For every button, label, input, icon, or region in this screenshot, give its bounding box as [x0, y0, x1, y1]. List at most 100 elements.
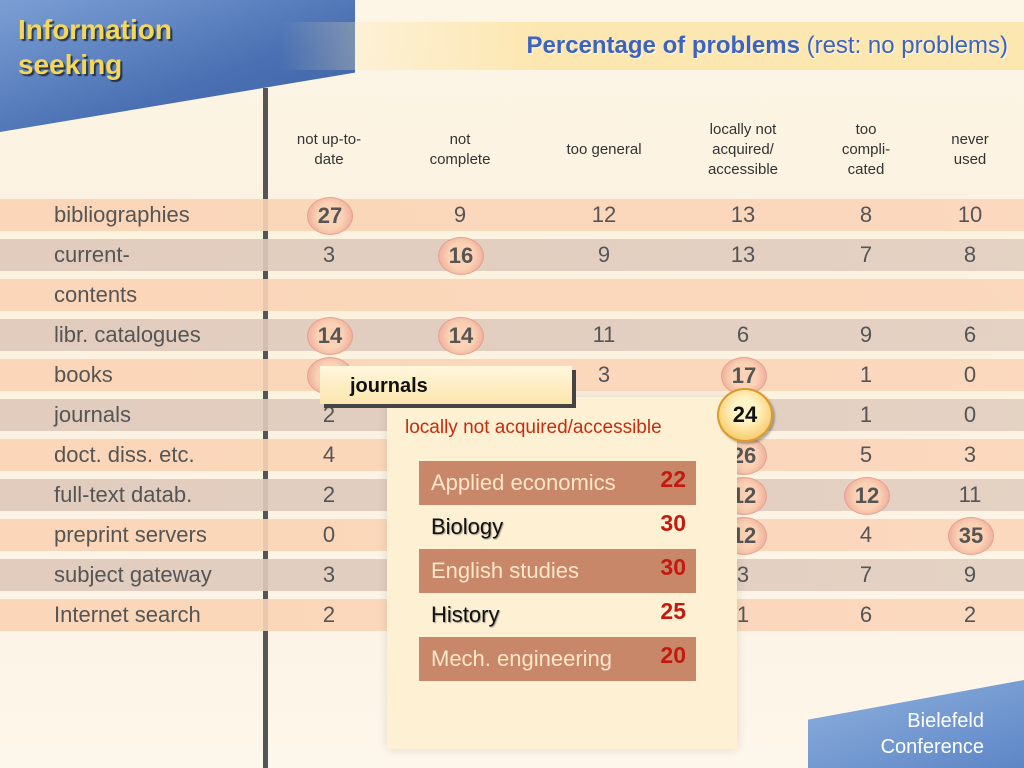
- subtitle-bold: Percentage of problems: [526, 32, 800, 59]
- popup-item-value: 22: [660, 466, 686, 492]
- highlighted-cell: 35: [948, 517, 994, 555]
- table-subtitle: Percentage of problems (rest: no problem…: [527, 32, 1009, 60]
- column-header: not up-to-date: [274, 130, 384, 170]
- column-header-line: complete: [429, 151, 491, 168]
- column-header-line: cated: [847, 161, 885, 178]
- table-cell: 1: [859, 402, 873, 427]
- popup-item-value: 30: [660, 510, 686, 536]
- table-cell: 6: [859, 602, 873, 627]
- table-cell: 11: [592, 322, 616, 347]
- table-cell: 2: [322, 402, 336, 427]
- popup-item: Applied economics 22: [419, 461, 696, 505]
- popup-item-value: 20: [660, 642, 686, 668]
- popup-item-label: Biology: [431, 514, 504, 539]
- table-cell: 2: [322, 482, 336, 507]
- table-cell: 8: [963, 242, 977, 267]
- column-header-line: not: [449, 131, 471, 148]
- column-header-line: compli-: [841, 141, 891, 158]
- row-label: Internet search: [54, 602, 201, 627]
- table-cell: 4: [859, 522, 873, 547]
- logo-line-2: Conference: [880, 736, 984, 758]
- popup-item: History 25: [419, 593, 696, 637]
- popup-item-value: 30: [660, 554, 686, 580]
- row-label: current-: [54, 242, 130, 267]
- value-badge: 24: [717, 388, 773, 442]
- table-cell: 9: [453, 202, 467, 227]
- row-label: full-text datab.: [54, 482, 193, 507]
- column-header-line: never: [951, 131, 989, 148]
- header-strip: [280, 22, 1024, 70]
- column-header: too compli-cated: [821, 120, 911, 180]
- table-cell: 9: [859, 322, 873, 347]
- column-header: not complete: [410, 130, 510, 170]
- row-label: books: [54, 362, 113, 387]
- table-cell: 0: [963, 402, 977, 427]
- table-cell: 8: [859, 202, 873, 227]
- table-cell: 7: [859, 562, 873, 587]
- popup-item-label: English studies: [431, 558, 579, 583]
- column-header-line: acquired/: [712, 141, 774, 158]
- page-title: Information seeking: [18, 14, 172, 80]
- highlighted-cell: 27: [307, 197, 353, 235]
- subtitle-rest: (rest: no problems): [806, 32, 1008, 59]
- column-header: locally not acquired/accessible: [688, 120, 798, 180]
- table-cell: 3: [322, 242, 336, 267]
- cell-value: 14: [448, 323, 474, 348]
- table-cell: 7: [859, 242, 873, 267]
- popup-item-label: Mech. engineering: [431, 646, 613, 671]
- table-row: [0, 199, 1024, 231]
- table-cell: 13: [730, 202, 756, 227]
- column-header-line: too: [855, 121, 877, 138]
- column-header-line: too general: [566, 141, 642, 158]
- column-header-line: used: [953, 151, 987, 168]
- logo-line-1: Bielefeld: [907, 710, 984, 732]
- table-cell: 0: [963, 362, 977, 387]
- highlighted-cell: 14: [307, 317, 353, 355]
- popup-item-value: 25: [660, 598, 686, 624]
- table-cell: 13: [730, 242, 756, 267]
- table-cell: 9: [963, 562, 977, 587]
- highlighted-cell: 16: [438, 237, 484, 275]
- cell-value: 17: [731, 363, 757, 388]
- cell-value: 12: [854, 483, 880, 508]
- table-cell: 3: [963, 442, 977, 467]
- table-cell: 12: [591, 202, 617, 227]
- highlighted-cell: 14: [438, 317, 484, 355]
- popup-tab: journals: [320, 366, 572, 404]
- table-cell: 3: [736, 562, 750, 587]
- row-label: doct. diss. etc.: [54, 442, 195, 467]
- row-label: libr. catalogues: [54, 322, 201, 347]
- column-header-line: locally not: [709, 121, 777, 138]
- cell-value: 27: [317, 203, 343, 228]
- row-label: subject gateway: [54, 562, 212, 587]
- table-cell: 11: [958, 482, 982, 507]
- column-header-line: date: [314, 151, 344, 168]
- row-label: preprint servers: [54, 522, 207, 547]
- table-cell: 2: [322, 602, 336, 627]
- cell-value: 35: [958, 523, 984, 548]
- table-cell: 9: [597, 242, 611, 267]
- popup-item: Biology 30: [419, 505, 696, 549]
- table-cell: 1: [736, 602, 750, 627]
- table-cell: 3: [597, 362, 611, 387]
- popup-item-label: Applied economics: [431, 470, 616, 495]
- table-row: [0, 319, 1024, 351]
- column-header: too general: [549, 140, 659, 160]
- popup-item: Mech. engineering 20: [419, 637, 696, 681]
- popup-tab-label: journals: [350, 375, 428, 397]
- row-label: contents: [54, 282, 138, 307]
- table-cell: 1: [859, 362, 873, 387]
- table-cell: 6: [963, 322, 977, 347]
- table-cell: 4: [322, 442, 336, 467]
- table-cell: 3: [322, 562, 336, 587]
- table-row: [0, 279, 1024, 311]
- popup-item: English studies 30: [419, 549, 696, 593]
- column-header: never used: [930, 130, 1010, 170]
- table-cell: 0: [322, 522, 336, 547]
- popup-subtitle: locally not acquired/accessible: [405, 417, 662, 438]
- cell-value: 16: [448, 243, 474, 268]
- column-header-line: not up-to-: [296, 131, 362, 148]
- popup-item-label: History: [431, 602, 500, 627]
- highlighted-cell: 12: [844, 477, 890, 515]
- row-label: bibliographies: [54, 202, 190, 227]
